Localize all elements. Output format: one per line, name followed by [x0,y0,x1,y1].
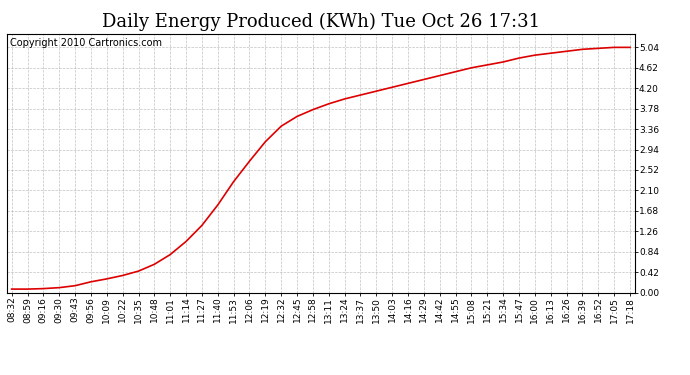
Title: Daily Energy Produced (KWh) Tue Oct 26 17:31: Daily Energy Produced (KWh) Tue Oct 26 1… [102,12,540,31]
Text: Copyright 2010 Cartronics.com: Copyright 2010 Cartronics.com [10,38,162,48]
